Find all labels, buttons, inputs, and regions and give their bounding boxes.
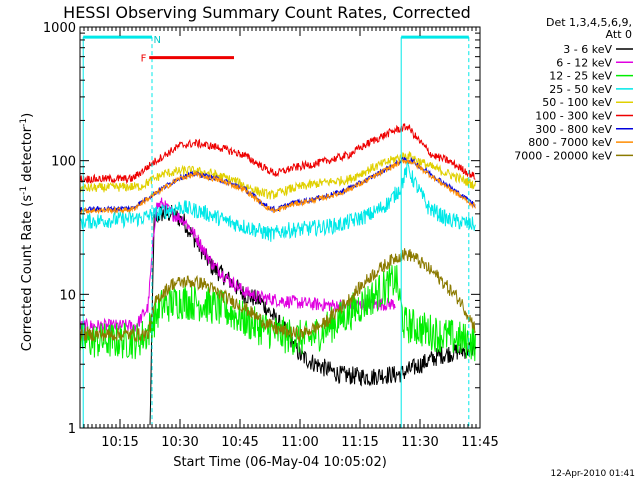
x-tick-label: 10:45 [221, 435, 258, 450]
series-line-2 [79, 265, 476, 362]
legend-label: 12 - 25 keV [549, 70, 612, 83]
legend-label: 800 - 7000 keV [528, 136, 612, 149]
series-line-5 [79, 123, 476, 185]
x-tick-label: 11:30 [401, 435, 438, 450]
legend-header-line-2: Att 0 [606, 28, 632, 41]
x-tick-label: 10:30 [161, 435, 198, 450]
y-tick-label: 1000 [43, 21, 76, 36]
series-line-8 [79, 248, 476, 344]
legend-label: 50 - 100 keV [542, 96, 612, 109]
footer-timestamp: 12-Apr-2010 01:41 [551, 469, 635, 479]
y-tick-label: 1 [68, 422, 76, 437]
legend-header-line-1: Det 1,3,4,5,6,9, [546, 16, 632, 29]
x-tick-label: 10:15 [101, 435, 138, 450]
series-line-4 [79, 151, 476, 200]
legend-label: 100 - 300 keV [535, 110, 612, 123]
legend-label: 300 - 800 keV [535, 123, 612, 136]
legend-label: 25 - 50 keV [549, 83, 612, 96]
plot-area: FN [79, 35, 477, 428]
axes: 1 10 100 1000 10:15 10:30 10:45 11:00 11:15 11:30… [43, 21, 499, 450]
y-tick-label: 10 [59, 288, 76, 303]
x-axis-label: Start Time (06-May-04 10:05:02) [173, 455, 387, 470]
chart-title: HESSI Observing Summary Count Rates, Cor… [63, 3, 471, 22]
series-line-7 [79, 158, 476, 215]
legend-label: 3 - 6 keV [563, 43, 612, 56]
legend-label: 7000 - 20000 keV [514, 149, 612, 162]
y-tick-label: 100 [51, 155, 76, 170]
x-tick-label: 11:45 [461, 435, 498, 450]
night-label-n: N [153, 35, 160, 46]
x-tick-label: 11:00 [281, 435, 318, 450]
flare-label-f: F [141, 54, 147, 65]
y-axis-label: Corrected Count Rate (s-1 detector-1) [19, 113, 35, 351]
legend-label: 6 - 12 keV [556, 56, 612, 69]
x-tick-label: 11:15 [341, 435, 378, 450]
series-line-3 [79, 158, 476, 242]
